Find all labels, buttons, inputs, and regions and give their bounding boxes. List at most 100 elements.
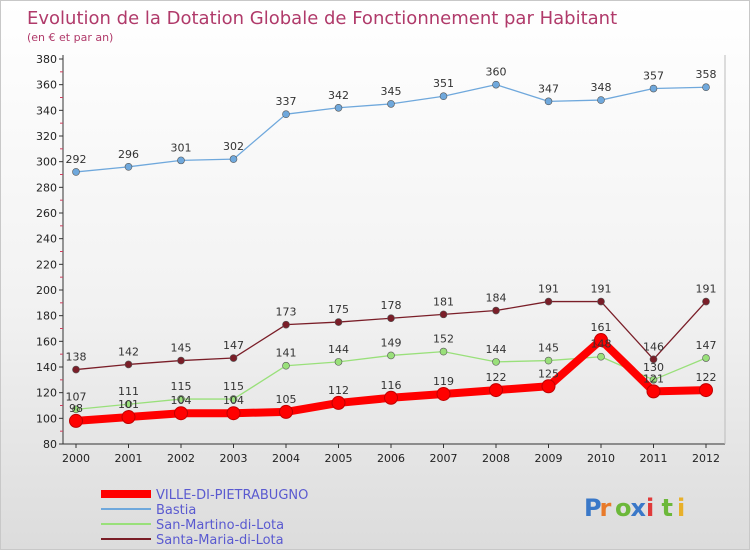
logo-letter: t: [662, 494, 673, 522]
data-labels: 98 101 104 104 105 112 116 119 122 125 161 121 122 29…: [66, 66, 717, 415]
data-label: 122: [696, 371, 717, 384]
legend-label: San-Martino-di-Lota: [156, 518, 284, 533]
data-label: 357: [643, 70, 664, 83]
data-label: 144: [486, 343, 507, 356]
data-point: [649, 84, 658, 93]
data-point: [702, 297, 710, 306]
data-point: [597, 96, 605, 104]
data-point: [702, 354, 710, 362]
data-label: 149: [381, 336, 402, 349]
data-label: 145: [538, 342, 559, 355]
y-tick-label: 180: [36, 310, 57, 323]
data-point: [229, 155, 238, 163]
data-label: 147: [696, 339, 717, 352]
data-point: [492, 358, 500, 366]
data-label: 125: [538, 367, 559, 380]
data-label: 116: [381, 379, 402, 392]
legend-label: VILLE-DI-PIETRABUGNO: [156, 488, 308, 503]
data-label: 152: [433, 333, 454, 346]
data-label: 348: [591, 81, 612, 94]
data-label: 360: [486, 66, 507, 79]
data-point: [439, 92, 448, 101]
data-point: [282, 320, 290, 329]
y-tick-label: 160: [36, 335, 57, 348]
x-tick-label: 2003: [220, 452, 248, 465]
legend: VILLE-DI-PIETRABUGNOBastiaSan-Martino-di…: [101, 488, 308, 548]
logo-letter: i: [677, 494, 685, 522]
data-label: 191: [696, 283, 717, 296]
data-label: 104: [223, 394, 244, 407]
data-label: 191: [538, 283, 559, 296]
y-tick-label: 360: [36, 79, 57, 92]
x-tick-label: 2009: [535, 452, 563, 465]
data-label: 191: [591, 283, 612, 296]
logo-letter: P: [584, 494, 602, 522]
data-label: 296: [118, 148, 139, 161]
y-tick-label: 80: [43, 438, 57, 451]
y-tick-label: 200: [36, 284, 57, 297]
y-tick-label: 240: [36, 233, 57, 246]
data-label: 138: [66, 351, 87, 364]
data-point: [699, 383, 713, 398]
x-tick-label: 2011: [640, 452, 668, 465]
data-point: [702, 83, 710, 92]
data-point: [72, 365, 80, 374]
data-label: 122: [486, 371, 507, 384]
data-point: [649, 355, 658, 364]
data-label: 142: [118, 345, 139, 358]
logo-letter: o: [615, 494, 632, 522]
data-label: 337: [276, 95, 297, 108]
data-point: [331, 395, 346, 410]
data-point: [387, 100, 395, 108]
y-tick-label: 140: [36, 361, 57, 374]
chart-title: Evolution de la Dotation Globale de Fonc…: [27, 8, 617, 29]
x-tick-label: 2005: [325, 452, 353, 465]
x-tick-label: 2006: [377, 452, 405, 465]
data-point: [544, 97, 553, 106]
data-point: [69, 413, 83, 428]
data-point: [226, 406, 241, 421]
data-point: [597, 297, 605, 306]
data-label: 175: [328, 303, 349, 316]
data-label: 181: [433, 295, 454, 308]
data-point: [229, 395, 238, 403]
data-point: [387, 351, 395, 360]
data-point: [387, 314, 395, 323]
legend-label: Bastia: [156, 503, 196, 518]
data-label: 115: [171, 380, 192, 393]
data-label: 98: [69, 402, 83, 415]
data-point: [174, 406, 188, 421]
data-point: [121, 410, 136, 425]
data-point: [544, 297, 553, 306]
logo-letter: i: [646, 494, 654, 522]
data-label: 130: [643, 361, 664, 374]
data-label: 301: [171, 141, 192, 154]
data-point: [282, 110, 290, 118]
data-label: 345: [381, 85, 402, 98]
data-label: 144: [328, 343, 349, 356]
logo-letter: x: [631, 494, 647, 522]
data-point: [597, 352, 605, 361]
data-label: 302: [223, 140, 244, 153]
data-point: [544, 356, 553, 365]
data-point: [72, 405, 80, 414]
data-label: 148: [591, 338, 612, 351]
y-tick-label: 300: [36, 156, 57, 169]
data-label: 342: [328, 89, 349, 102]
data-point: [489, 383, 503, 398]
data-point: [334, 103, 343, 112]
data-point: [177, 156, 185, 165]
x-tick-label: 2008: [482, 452, 510, 465]
data-point: [492, 306, 500, 315]
data-label: 292: [66, 153, 87, 166]
data-label: 119: [433, 375, 454, 388]
data-point: [72, 168, 80, 176]
data-label: 107: [66, 390, 87, 403]
data-label: 146: [643, 340, 664, 353]
series-layer: [69, 80, 713, 428]
data-point: [436, 386, 451, 401]
data-label: 145: [171, 342, 192, 355]
data-point: [282, 361, 290, 370]
x-tick-label: 2000: [62, 452, 90, 465]
